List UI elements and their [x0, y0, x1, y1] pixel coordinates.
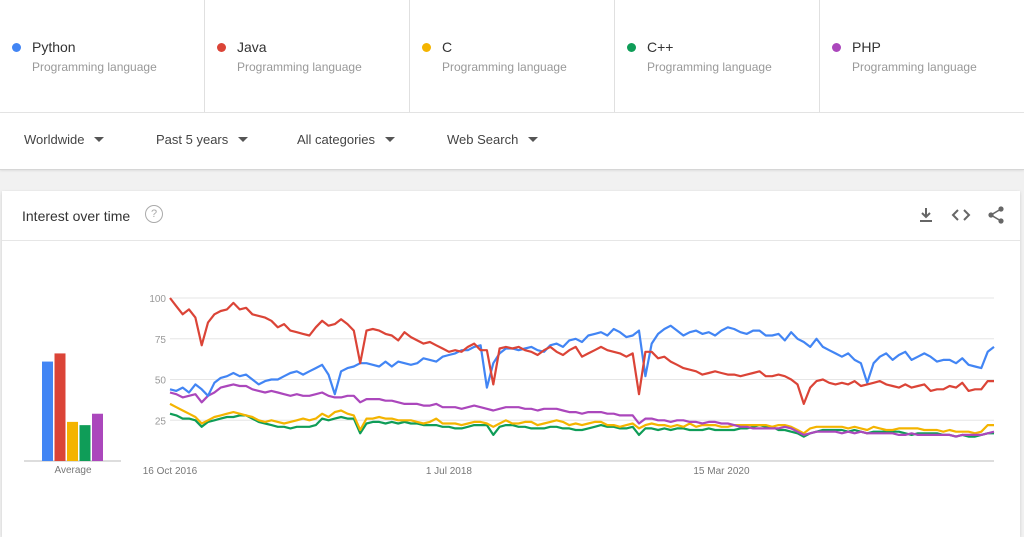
- chevron-down-icon: [385, 137, 396, 142]
- chevron-down-icon: [238, 137, 249, 142]
- y-tick-label: 75: [155, 335, 167, 346]
- average-bar-c: [67, 421, 78, 461]
- chevron-down-icon: [94, 137, 105, 142]
- search-type-label: Web Search: [447, 132, 519, 147]
- term-card-java[interactable]: Java Programming language: [204, 0, 409, 112]
- y-tick-label: 100: [149, 294, 166, 305]
- x-tick-label: 16 Oct 2016: [143, 466, 198, 477]
- term-type: Programming language: [852, 60, 977, 74]
- term-card-php[interactable]: PHP Programming language: [819, 0, 1024, 112]
- y-tick-label: 50: [155, 376, 167, 387]
- term-name: PHP: [852, 39, 881, 55]
- term-color-dot: [627, 43, 636, 52]
- average-label: Average: [54, 465, 92, 476]
- term-card-c[interactable]: C Programming language: [409, 0, 614, 112]
- x-tick-label: 1 Jul 2018: [426, 466, 473, 477]
- region-label: Worldwide: [24, 132, 85, 147]
- help-icon[interactable]: ?: [145, 205, 163, 223]
- time-range-label: Past 5 years: [156, 132, 229, 147]
- series-line-cpp: [169, 412, 994, 438]
- term-card-python[interactable]: Python Programming language: [0, 0, 204, 112]
- download-icon[interactable]: [915, 204, 937, 226]
- average-bar-java: [54, 353, 66, 461]
- series-line-python: [169, 324, 995, 397]
- series-line-c: [169, 402, 994, 435]
- term-card-cpp[interactable]: C++ Programming language: [614, 0, 819, 112]
- term-color-dot: [217, 43, 226, 52]
- card-header: Interest over time ?: [2, 191, 1020, 241]
- card-title: Interest over time: [22, 208, 131, 224]
- share-icon[interactable]: [985, 204, 1007, 226]
- term-type: Programming language: [442, 60, 567, 74]
- time-range-dropdown[interactable]: Past 5 years: [156, 132, 249, 147]
- chevron-down-icon: [528, 137, 539, 142]
- x-tick-label: 15 Mar 2020: [693, 466, 750, 477]
- term-color-dot: [12, 43, 21, 52]
- term-name: Python: [32, 39, 76, 55]
- search-type-dropdown[interactable]: Web Search: [447, 132, 539, 147]
- embed-icon[interactable]: [950, 204, 972, 226]
- compare-terms-bar: Python Programming language Java Program…: [0, 0, 1024, 113]
- average-bar-php: [92, 413, 103, 461]
- term-color-dot: [422, 43, 431, 52]
- term-color-dot: [832, 43, 841, 52]
- term-name: C: [442, 39, 453, 55]
- category-dropdown[interactable]: All categories: [297, 132, 396, 147]
- filter-bar: Worldwide Past 5 years All categories We…: [0, 113, 1024, 170]
- term-name: Java: [237, 39, 267, 55]
- interest-over-time-card: Interest over time ? Average 25 50 75 100 16 …: [2, 191, 1020, 537]
- average-bar-python: [42, 361, 53, 461]
- interest-chart: Average 25 50 75 100 16 Oct 2016 1 Jul 2018 15 …: [24, 294, 995, 477]
- series-line-php: [169, 383, 995, 438]
- term-name: C++: [647, 39, 674, 55]
- category-label: All categories: [297, 132, 376, 147]
- term-type: Programming language: [647, 60, 772, 74]
- region-dropdown[interactable]: Worldwide: [24, 132, 105, 147]
- term-type: Programming language: [32, 60, 157, 74]
- y-tick-label: 25: [155, 416, 167, 427]
- term-type: Programming language: [237, 60, 362, 74]
- series-line-java: [169, 297, 994, 405]
- average-bar-cpp: [79, 425, 91, 461]
